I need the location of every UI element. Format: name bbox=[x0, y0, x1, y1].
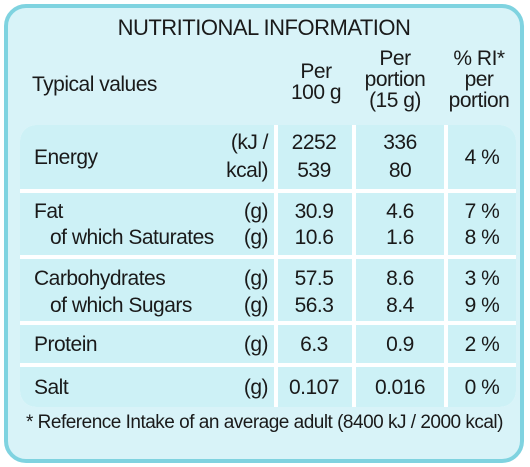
row-fat-group bbox=[20, 193, 516, 255]
sugars-per100: 56.3 bbox=[294, 294, 334, 317]
nutrition-panel: NUTRITIONAL INFORMATION Typical values P… bbox=[4, 4, 524, 463]
sugars-unit: (g) bbox=[243, 294, 269, 317]
row-salt bbox=[20, 367, 516, 407]
header-per-100g: Per 100 g bbox=[281, 61, 351, 103]
header-per-portion-line2: portion bbox=[364, 68, 426, 91]
saturates-per100: 10.6 bbox=[294, 226, 334, 249]
saturates-portion: 1.6 bbox=[386, 226, 414, 249]
saturates-unit: (g) bbox=[243, 226, 269, 249]
row-carbs-group bbox=[20, 259, 516, 321]
protein-label: Protein bbox=[34, 333, 98, 356]
protein-portion: 0.9 bbox=[386, 333, 414, 356]
panel-title: NUTRITIONAL INFORMATION bbox=[117, 15, 411, 40]
sugars-portion: 8.4 bbox=[386, 294, 414, 317]
energy-ri: 4 % bbox=[464, 146, 500, 169]
energy-kj-portion: 336 bbox=[383, 131, 417, 154]
carbohydrates-per100: 57.5 bbox=[294, 267, 334, 290]
carbohydrates-ri: 3 % bbox=[464, 267, 500, 290]
saturates-label: of which Saturates bbox=[50, 226, 214, 249]
sugars-ri: 9 % bbox=[464, 294, 500, 317]
salt-portion: 0.016 bbox=[374, 376, 426, 399]
header-typical-values: Typical values bbox=[32, 73, 157, 96]
protein-ri: 2 % bbox=[464, 333, 500, 356]
protein-unit: (g) bbox=[243, 333, 269, 356]
header-per-100g-line1: Per bbox=[300, 60, 332, 83]
fat-ri: 7 % bbox=[464, 200, 500, 223]
reference-intake-footnote: * Reference Intake of an average adult (… bbox=[26, 412, 503, 433]
header-per-100g-line2: 100 g bbox=[290, 81, 342, 104]
energy-kj-per100: 2252 bbox=[291, 131, 337, 154]
header-ri-line1: % RI* bbox=[453, 47, 505, 70]
header-ri-line2: per bbox=[464, 68, 494, 91]
column-divider bbox=[444, 125, 448, 407]
energy-unit-kj: (kJ / bbox=[230, 131, 269, 154]
header-ri-line3: portion bbox=[448, 89, 510, 112]
salt-label: Salt bbox=[34, 376, 69, 399]
carbohydrates-portion: 8.6 bbox=[386, 267, 414, 290]
salt-unit: (g) bbox=[243, 376, 269, 399]
energy-kcal-portion: 80 bbox=[388, 159, 412, 182]
fat-portion: 4.6 bbox=[386, 200, 414, 223]
fat-unit: (g) bbox=[243, 200, 269, 223]
header-per-portion-line1: Per bbox=[379, 47, 411, 70]
row-protein bbox=[20, 325, 516, 363]
energy-kcal-per100: 539 bbox=[297, 159, 331, 182]
carbohydrates-unit: (g) bbox=[243, 267, 269, 290]
salt-per100: 0.107 bbox=[288, 376, 340, 399]
header-ri: % RI* per portion bbox=[442, 48, 516, 111]
protein-per100: 6.3 bbox=[300, 333, 328, 356]
energy-unit-kcal: kcal) bbox=[226, 159, 268, 182]
salt-ri: 0 % bbox=[464, 376, 500, 399]
row-energy bbox=[20, 125, 516, 189]
header-per-portion-line3: (15 g) bbox=[369, 89, 421, 112]
sugars-label: of which Sugars bbox=[50, 294, 192, 317]
saturates-ri: 8 % bbox=[464, 226, 500, 249]
carbohydrates-label: Carbohydrates bbox=[34, 267, 166, 290]
fat-label: Fat bbox=[34, 200, 63, 223]
column-divider bbox=[274, 125, 278, 407]
column-divider bbox=[352, 125, 356, 407]
fat-per100: 30.9 bbox=[294, 200, 334, 223]
nutrition-table: Energy (kJ / kcal) 2252 539 336 80 4 % F… bbox=[20, 125, 516, 407]
header-per-portion: Per portion (15 g) bbox=[356, 48, 434, 111]
energy-label: Energy bbox=[34, 146, 98, 169]
